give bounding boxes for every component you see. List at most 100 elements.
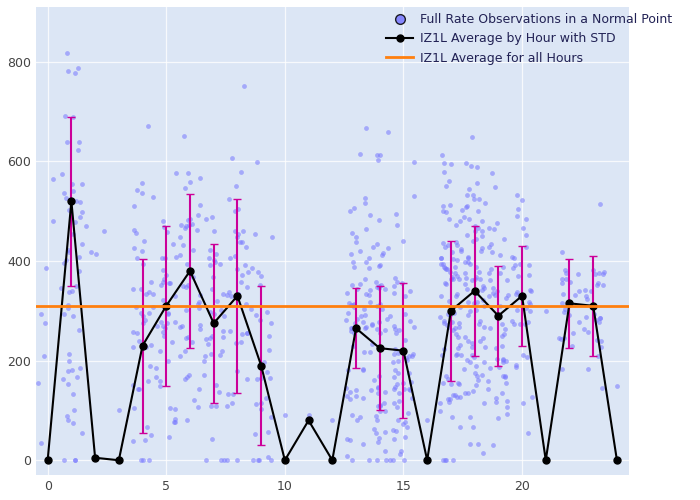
Point [206,350,217,358]
Point [251,400,262,408]
Point [502,276,513,283]
Point [402,356,413,364]
Point [444,311,455,319]
Point [373,318,384,326]
Point [580,313,592,321]
Point [435,406,446,414]
Point [358,305,369,313]
Point [138,319,149,327]
Point [461,202,472,210]
Point [508,320,519,328]
Point [249,430,260,438]
Legend: Full Rate Observations in a Normal Point, IZ1L Average by Hour with STD, IZ1L Av: Full Rate Observations in a Normal Point… [386,13,672,64]
Point [169,318,181,326]
Point [372,416,383,424]
Point [371,325,382,333]
Point [477,244,488,252]
Point [501,397,512,405]
Point [563,311,574,319]
Point [231,456,242,464]
Point [389,374,400,382]
Point [127,342,139,350]
Point [478,302,489,310]
Point [164,279,175,287]
Point [393,326,404,334]
Point [440,208,452,216]
Point [346,282,358,290]
Point [266,233,277,241]
Point [346,412,358,420]
Point [181,282,192,290]
Point [364,286,375,294]
Point [185,215,196,223]
Point [230,228,241,235]
Point [344,436,356,444]
Point [127,436,138,444]
Point [90,250,101,258]
Point [162,310,174,318]
Point [458,213,470,221]
Point [519,320,531,328]
Point [477,232,488,239]
Point [63,380,74,388]
Point [453,380,464,388]
Point [136,180,148,188]
Point [581,294,592,302]
Point [467,423,478,431]
Point [454,303,466,311]
Point [447,456,458,464]
Point [198,357,209,365]
Point [589,310,600,318]
Point [360,224,372,232]
Point [462,254,473,262]
Point [594,318,605,326]
Point [133,386,144,394]
Point [369,376,380,384]
Point [442,395,454,403]
Point [435,260,446,268]
Point [155,382,166,390]
Point [500,372,511,380]
Point [341,452,352,460]
Point [129,226,140,234]
Point [473,224,484,232]
Point [446,412,457,420]
Point [448,308,459,316]
Point [369,426,380,434]
Point [450,238,461,246]
Point [564,278,575,286]
Point [406,378,417,386]
Point [148,290,159,298]
Point [382,128,393,136]
Point [192,210,203,218]
Point [461,203,472,211]
Point [355,312,366,320]
Point [371,278,382,285]
Point [140,436,151,444]
Point [62,138,73,146]
Point [559,266,570,274]
Point [170,405,181,413]
Point [452,272,463,280]
Point [236,330,247,338]
Point [80,222,92,230]
Point [441,456,452,464]
Point [498,356,509,364]
Point [594,200,606,208]
Point [520,231,531,239]
Point [470,362,482,370]
Point [497,390,508,398]
Point [559,334,570,342]
Point [364,212,375,220]
Point [70,196,81,204]
Point [224,195,235,203]
Point [58,258,69,266]
Point [241,374,253,382]
Point [206,332,218,340]
Point [195,174,206,182]
Point [237,226,248,234]
Point [522,318,533,326]
Point [204,261,216,269]
Point [187,338,198,345]
Point [263,346,274,354]
